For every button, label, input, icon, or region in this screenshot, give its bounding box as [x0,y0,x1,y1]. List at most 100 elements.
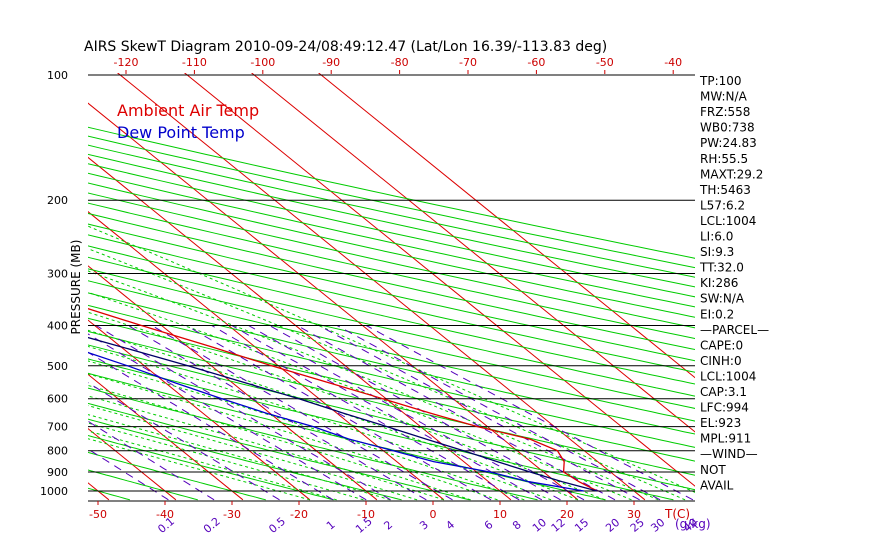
top-tick-labels: -120 -110 -100 -90 -80 -70 -60 -50 -40 [114,56,682,74]
bottom-tick-label: 30 [627,508,641,521]
y-tick-label: 400 [47,319,68,332]
bottom-tick-label: -40 [156,508,174,521]
index-label: SI:9.3 [700,245,734,259]
mixing-unit-label: (g/kg) [675,517,711,531]
index-label: —WIND— [700,447,758,461]
top-tick-label: -120 [114,56,139,69]
dry-adiabat-line [88,182,695,318]
index-label: CINH:0 [700,354,742,368]
isotherm-line [88,319,311,501]
dry-adiabat-line [88,172,695,308]
index-label: TH:5463 [699,183,751,197]
mixing-ratio-line [336,325,661,501]
mixing-ratio-label: 20 [603,516,622,535]
profiles [88,307,598,492]
dry-adiabat-line [88,135,695,269]
moist-adiabat-line [88,360,525,501]
isotherm-line [88,265,378,501]
mixing-ratio-label: 1 [324,518,338,532]
index-label: CAPE:0 [700,338,743,352]
index-label: EI:0.2 [700,307,734,321]
dry-adiabat-line [88,223,695,362]
dry-adiabat-line [88,451,266,501]
index-label: EL:923 [700,416,741,430]
index-label: —PARCEL— [700,323,769,337]
dry-adiabat-line [88,317,695,462]
mixing-ratio-line [127,325,427,501]
top-tick-label: -80 [391,56,409,69]
index-label: LCL:1004 [700,214,756,228]
bottom-tick-label: 20 [560,508,574,521]
dry-adiabat-line [88,256,695,397]
index-label: NOT [700,463,726,477]
top-tick-label: -70 [459,56,477,69]
dry-adiabat-line [88,234,695,373]
moist-adiabat-line [88,438,311,501]
isotherm-line [183,73,695,487]
mixing-ratio-label: 10 [530,516,549,535]
bottom-tick-label: -30 [223,508,241,521]
dry-adiabat-line [88,387,538,501]
mixing-ratio-label: 15 [572,516,591,535]
dry-adiabat-line [88,330,695,476]
y-tick-label: 800 [47,445,68,458]
mixing-ratio-line [248,325,561,501]
mixing-ratio-line [88,333,367,501]
top-tick-label: -110 [182,56,207,69]
mixing-ratio-label: 0.2 [201,515,223,536]
mixing-ratio-line [365,325,694,501]
dry-adiabat-line [88,202,695,340]
dry-adiabat-line [88,144,695,278]
bottom-tick-label: -50 [89,508,107,521]
dry-adiabat-line [88,304,695,448]
index-label: CAP:3.1 [700,385,747,399]
dry-adiabat-line [88,280,695,422]
moist-adiabat-line [88,405,418,501]
mixing-ratio-line [231,325,543,501]
mixing-ratio-line [88,382,280,501]
index-label: MW:N/A [700,90,748,104]
dry-adiabat-line [88,487,131,501]
index-label: SW:N/A [700,292,745,306]
dry-adiabat-line [88,192,695,329]
index-label: LFC:994 [700,401,749,415]
top-tick-label: -40 [664,56,682,69]
isotherm-line [250,73,695,433]
mixing-ratio-label: 0.5 [266,515,288,536]
chart-title: AIRS SkewT Diagram 2010-09-24/08:49:12.4… [84,39,607,55]
mixing-ratio-line [88,420,215,501]
top-tick-label: -50 [596,56,614,69]
mixing-ratio-line [318,325,640,501]
dry-adiabat-line [88,212,695,351]
isotherm-line [88,373,244,501]
isotherm-line [88,211,445,501]
index-label: LI:6.0 [700,230,733,244]
dry-adiabat-line [88,163,695,298]
y-tick-label: 100 [47,69,68,82]
bottom-tick-label: 0 [430,508,437,521]
index-label: RH:55.5 [700,152,748,166]
y-tick-labels: 100 200 300 400 500 600 700 800 900 1000 [40,69,68,498]
moist-adiabat-line [88,422,364,501]
y-tick-label: 1000 [40,485,68,498]
dry-adiabat-line [88,469,198,501]
mixing-ratio-line [296,325,616,501]
top-tick-label: -60 [527,56,545,69]
moist-adiabat-line [88,430,337,501]
mixing-ratio-line [211,325,520,501]
isotherm-line [88,102,579,501]
dry-adiabat-line [88,344,695,491]
dry-adiabat-line [88,268,695,409]
y-tick-label: 700 [47,421,68,434]
dry-adiabat-line [88,126,695,259]
moist-adiabat-line [88,270,659,501]
index-label: WB0:738 [700,121,755,135]
index-label: KI:286 [700,276,738,290]
dry-adiabat-line [0,66,62,500]
index-label: TT:32.0 [699,261,744,275]
dry-adiabat-line [88,358,674,501]
bottom-tick-label: -10 [357,508,375,521]
y-axis-label: PRESSURE (MB) [69,240,83,335]
